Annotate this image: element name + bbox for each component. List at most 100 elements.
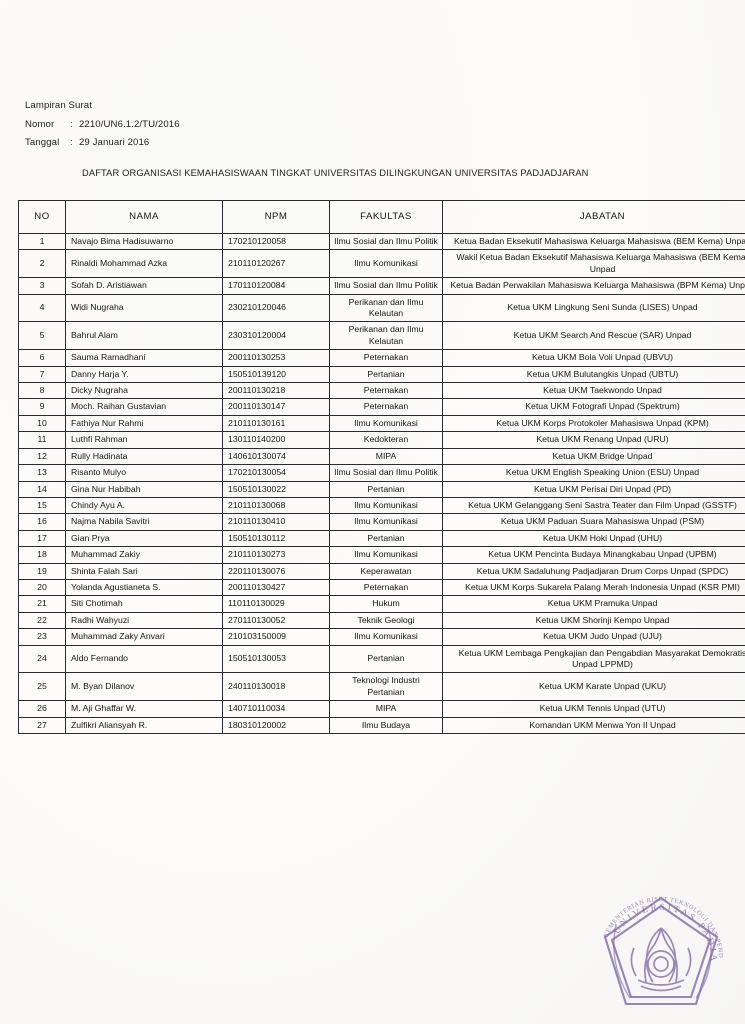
cell-nama: Yolanda Agustianeta S. [65, 578, 223, 597]
cell-no: 2 [18, 249, 66, 279]
cell-fakultas: Ilmu Komunikasi [329, 414, 443, 433]
cell-jabatan: Ketua Badan Eksekutif Mahasiswa Keluarga… [442, 232, 745, 251]
cell-jabatan: Ketua UKM Korps Protokoler Mahasiswa Unp… [442, 414, 745, 433]
cell-jabatan: Ketua UKM Paduan Suara Mahasiswa Unpad (… [442, 513, 745, 531]
svg-text:UNIVERSITAS PADJADJARAN: UNIVERSITAS PADJADJARAN [586, 884, 718, 963]
letterhead-line-lampiran: Lampiran Surat [25, 97, 180, 116]
cell-jabatan: Ketua UKM Sadaluhung Padjadjaran Drum Co… [442, 562, 745, 580]
lampiran-text: Lampiran Surat [25, 100, 92, 111]
document-title: DAFTAR ORGANISASI KEMAHASISWAAN TINGKAT … [82, 168, 589, 178]
cell-fakultas: MIPA [329, 700, 443, 718]
table-row: 5 Bahrul Alam 230310120004 Perikanan dan Il… [18, 321, 745, 351]
table-row: 16 Najma Nabila Savitri 210110130410 Ilmu K… [18, 513, 745, 531]
table-row: 2 Rinaldi Mohammad Azka 210110120267 Ilmu K… [18, 249, 745, 279]
cell-no: 11 [18, 431, 66, 449]
cell-fakultas: Ilmu Komunikasi [329, 628, 443, 646]
cell-fakultas: Ilmu Komunikasi [329, 496, 443, 515]
cell-nama: Shinta Falah Sari [65, 562, 223, 580]
cell-npm: 150510130022 [222, 480, 330, 498]
cell-npm: 180310120002 [222, 716, 330, 735]
cell-nama: Dicky Nugraha [65, 382, 223, 400]
cell-jabatan: Ketua UKM Lingkung Seni Sunda (LISES) Un… [442, 293, 745, 323]
cell-fakultas: Ilmu Sosial dan Ilmu Politik [329, 464, 443, 482]
cell-jabatan: Ketua UKM Tennis Unpad (UTU) [442, 700, 745, 718]
cell-jabatan: Wakil Ketua Badan Eksekutif Mahasiswa Ke… [442, 249, 745, 279]
cell-fakultas: Perikanan dan Ilmu Kelautan [329, 321, 443, 351]
cell-fakultas: Peternakan [329, 578, 443, 597]
table-row: 4 Widi Nugraha 230210120046 Perikanan dan I… [18, 293, 745, 323]
cell-jabatan: Ketua UKM Pencinta Budaya Minangkabau Un… [442, 546, 745, 564]
cell-jabatan: Komandan UKM Menwa Yon II Unpad [442, 716, 745, 735]
cell-nama: Sofah D. Aristiawan [65, 277, 223, 295]
cell-no: 22 [18, 611, 66, 630]
cell-nama: Gian Prya [65, 529, 223, 548]
table-row: 1 Navajo Bima Hadisuwarno 170210120058 Ilmu… [18, 232, 745, 251]
cell-no: 14 [18, 480, 66, 498]
cell-fakultas: Pertanian [329, 365, 443, 384]
table-row: 7 Danny Harja Y. 150510139120 Pertanian Ketu… [18, 365, 745, 384]
cell-npm: 200110130147 [222, 398, 330, 416]
cell-npm: 150510139120 [222, 365, 330, 384]
cell-no: 19 [18, 562, 66, 580]
column-header-jabatan: JABATAN [442, 200, 745, 234]
tanggal-value: 29 Januari 2016 [79, 137, 150, 148]
tanggal-label: Tanggal [25, 137, 60, 148]
table-row: 12 Rully Hadinata 140610130074 MIPA Ketua UK… [18, 447, 745, 466]
cell-nama: Zulfikri Aliansyah R. [65, 716, 223, 735]
cell-nama: Siti Chotimah [65, 595, 223, 613]
cell-no: 12 [18, 447, 66, 466]
cell-fakultas: Peternakan [329, 382, 443, 400]
cell-fakultas: Teknologi Industri Pertanian [329, 672, 443, 702]
cell-nama: Radhi Wahyuzi [65, 611, 223, 630]
cell-jabatan: Ketua UKM Bridge Unpad [442, 447, 745, 466]
cell-no: 24 [18, 644, 66, 674]
cell-fakultas: Ilmu Sosial dan Ilmu Politik [329, 277, 443, 295]
cell-no: 16 [18, 513, 66, 531]
cell-nama: Luthfi Rahman [65, 431, 223, 449]
cell-jabatan: Ketua Badan Perwakilan Mahasiswa Keluarg… [442, 277, 745, 295]
table-row: 26 M. Aji Ghaffar W. 140710110034 MIPA Ketua… [18, 700, 745, 718]
cell-npm: 130110140200 [222, 431, 330, 449]
cell-npm: 170210120058 [222, 232, 330, 251]
letterhead-line-tanggal: Tanggal : 29 Januari 2016 [25, 134, 180, 153]
cell-no: 20 [18, 578, 66, 597]
cell-no: 4 [18, 293, 66, 323]
cell-nama: M. Aji Ghaffar W. [65, 700, 223, 718]
cell-no: 10 [18, 414, 66, 433]
cell-no: 9 [18, 398, 66, 416]
nomor-label: Nomor [25, 118, 55, 130]
cell-fakultas: Ilmu Komunikasi [329, 249, 443, 279]
table-row: 19 Shinta Falah Sari 220110130076 Keperawat… [18, 562, 745, 580]
cell-npm: 170210130054 [222, 464, 330, 482]
table-row: 11 Luthfi Rahman 130110140200 Kedokteran Ket… [18, 431, 745, 449]
cell-no: 1 [18, 232, 66, 251]
table-row: 8 Dicky Nugraha 200110130218 Peternakan Ketu… [18, 382, 745, 400]
cell-nama: Muhammad Zaky Anvari [65, 628, 223, 646]
cell-fakultas: Keperawatan [329, 562, 443, 580]
cell-fakultas: Ilmu Komunikasi [329, 513, 443, 531]
cell-no: 23 [18, 628, 66, 646]
cell-jabatan: Ketua UKM Pramuka Unpad [442, 595, 745, 613]
cell-jabatan: Ketua UKM English Speaking Union (ESU) U… [442, 464, 745, 482]
cell-no: 3 [18, 277, 66, 295]
cell-jabatan: Ketua UKM Fotografi Unpad (Spektrum) [442, 398, 745, 416]
organization-registry-table: NO NAMA NPM FAKULTAS JABATAN 1 Navajo Bim… [18, 200, 745, 735]
cell-npm: 200110130218 [222, 382, 330, 400]
table-row: 3 Sofah D. Aristiawan 170110120084 Ilmu Sos… [18, 277, 745, 295]
nomor-value: 2210/UN6.1.2/TU/2016 [79, 118, 180, 130]
cell-npm: 140610130074 [222, 447, 330, 466]
cell-nama: Gina Nur Habibah [65, 480, 223, 498]
table-row: 23 Muhammad Zaky Anvari 210103150009 Ilmu K… [18, 628, 745, 646]
cell-npm: 230210120046 [222, 293, 330, 323]
table-header-row: NO NAMA NPM FAKULTAS JABATAN [18, 200, 745, 234]
cell-npm: 210110130273 [222, 546, 330, 564]
cell-fakultas: Ilmu Sosial dan Ilmu Politik [329, 232, 443, 251]
table-row: 6 Sauma Ramadhani 200110130253 Peternakan Ke… [18, 349, 745, 367]
table-row: 22 Radhi Wahyuzi 270110130052 Teknik Geolog… [18, 611, 745, 630]
cell-no: 13 [18, 464, 66, 482]
cell-jabatan: Ketua UKM Shorinji Kempo Unpad [442, 611, 745, 630]
cell-jabatan: Ketua UKM Taekwondo Unpad [442, 382, 745, 400]
cell-fakultas: Ilmu Budaya [329, 716, 443, 735]
cell-nama: Risanto Mulyo [65, 464, 223, 482]
